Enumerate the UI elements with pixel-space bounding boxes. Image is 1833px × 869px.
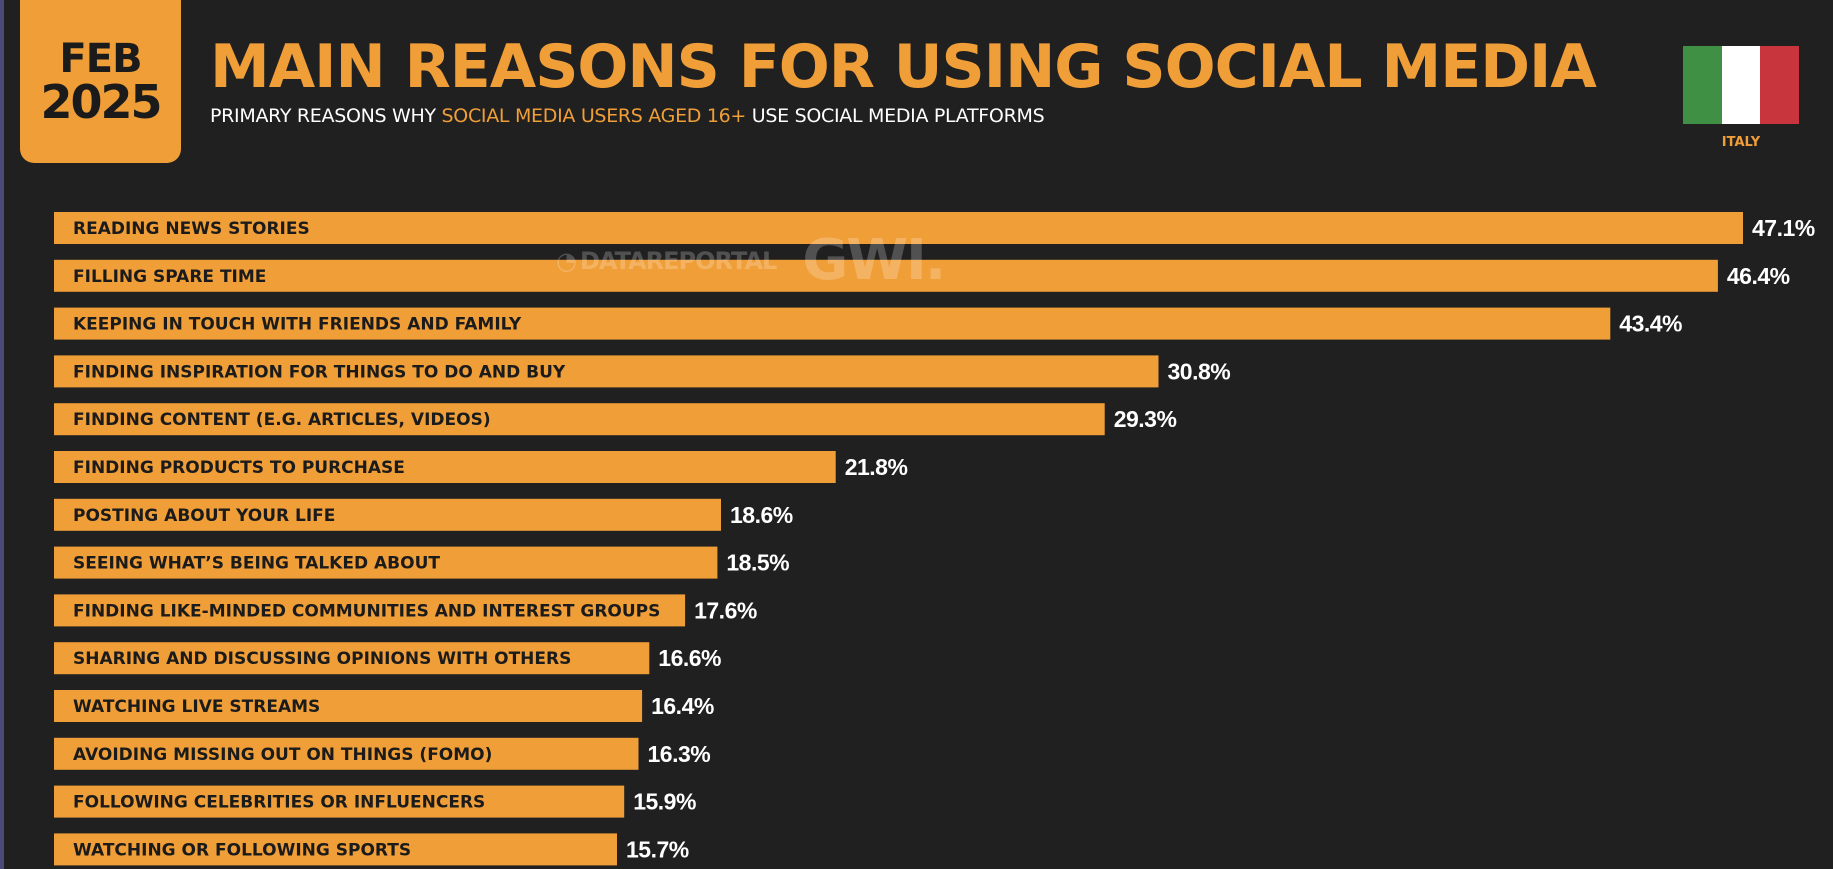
subtitle-highlight: SOCIAL MEDIA USERS AGED 16+ (441, 105, 747, 127)
bar-label-6: FINDING PRODUCTS TO PURCHASE (73, 458, 405, 478)
bar-8 (54, 546, 718, 579)
flag-stripe-green (1683, 46, 1722, 124)
subtitle-suffix: USE SOCIAL MEDIA PLATFORMS (746, 105, 1045, 127)
bar-13 (54, 785, 625, 818)
value-label-9: 17.6% (694, 597, 757, 623)
bar-11 (54, 690, 643, 722)
bar-14 (54, 833, 617, 866)
bar-label-2: FILLING SPARE TIME (73, 267, 266, 287)
value-label-13: 15.9% (633, 789, 696, 815)
italy-flag-icon (1683, 46, 1800, 124)
value-label-4: 30.8% (1168, 358, 1231, 384)
value-label-5: 29.3% (1114, 406, 1177, 432)
value-label-11: 16.4% (651, 693, 714, 719)
bar-label-7: POSTING ABOUT YOUR LIFE (73, 506, 335, 526)
value-label-7: 18.6% (730, 502, 793, 528)
bar-4 (54, 355, 1159, 388)
bar-3 (54, 307, 1611, 340)
bar-9 (54, 594, 686, 627)
bar-label-1: READING NEWS STORIES (73, 219, 310, 239)
bar-6 (54, 451, 836, 483)
bar-10 (54, 642, 650, 675)
bar-label-11: WATCHING LIVE STREAMS (73, 697, 320, 717)
date-month: FEB (59, 35, 142, 82)
bar-label-5: FINDING CONTENT (E.G. ARTICLES, VIDEOS) (73, 410, 491, 430)
page-subtitle: PRIMARY REASONS WHY SOCIAL MEDIA USERS A… (210, 105, 1045, 127)
bar-label-13: FOLLOWING CELEBRITIES OR INFLUENCERS (73, 793, 485, 813)
value-label-12: 16.3% (648, 741, 711, 767)
date-year: 2025 (40, 74, 162, 129)
value-label-1: 47.1% (1752, 215, 1815, 241)
bar-label-14: WATCHING OR FOLLOWING SPORTS (73, 840, 411, 860)
value-label-14: 15.7% (626, 836, 689, 862)
bar-2 (54, 259, 1718, 292)
bar-label-8: SEEING WHAT’S BEING TALKED ABOUT (73, 554, 440, 574)
bar-label-3: KEEPING IN TOUCH WITH FRIENDS AND FAMILY (73, 315, 522, 335)
value-label-2: 46.4% (1727, 263, 1790, 289)
bar-label-12: AVOIDING MISSING OUT ON THINGS (FOMO) (73, 745, 492, 765)
subtitle-prefix: PRIMARY REASONS WHY (210, 105, 442, 127)
bar-label-9: FINDING LIKE-MINDED COMMUNITIES AND INTE… (73, 601, 660, 621)
bar-5 (54, 403, 1105, 436)
date-badge: FEB 2025 (20, 0, 181, 163)
bar-12 (54, 737, 639, 770)
bar-1 (54, 212, 1743, 244)
value-label-3: 43.4% (1619, 311, 1682, 337)
left-edge-strip (0, 0, 4, 869)
bar-label-4: FINDING INSPIRATION FOR THINGS TO DO AND… (73, 362, 566, 382)
page-title: MAIN REASONS FOR USING SOCIAL MEDIA (210, 32, 1597, 102)
bar-7 (54, 498, 721, 531)
bar-label-10: SHARING AND DISCUSSING OPINIONS WITH OTH… (73, 649, 571, 669)
value-label-6: 21.8% (845, 454, 908, 480)
value-label-10: 16.6% (658, 645, 721, 671)
country-label: ITALY (1721, 135, 1761, 150)
flag-stripe-white (1721, 46, 1761, 124)
flag-stripe-red (1760, 46, 1800, 124)
value-label-8: 18.5% (726, 550, 789, 576)
